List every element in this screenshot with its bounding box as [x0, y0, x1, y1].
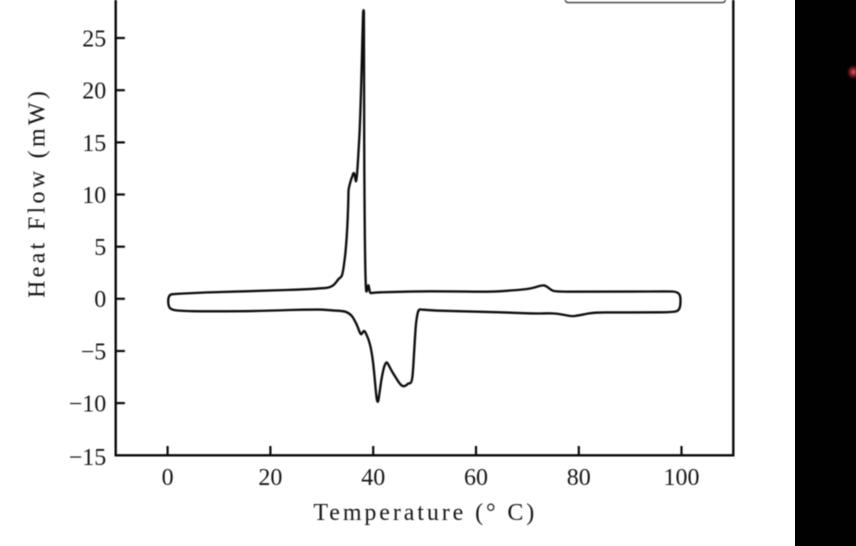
svg-text:Temperature (° C): Temperature (° C)	[313, 500, 537, 526]
svg-text:−15: −15	[69, 445, 107, 471]
svg-text:−10: −10	[69, 392, 107, 418]
svg-text:−5: −5	[81, 339, 107, 365]
svg-text:100: 100	[664, 465, 700, 491]
svg-text:0: 0	[94, 287, 106, 313]
svg-text:40: 40	[361, 465, 385, 491]
svg-text:10: 10	[82, 183, 106, 209]
svg-text:60: 60	[464, 465, 488, 491]
svg-text:25: 25	[82, 26, 106, 52]
svg-text:80: 80	[567, 465, 591, 491]
svg-text:5: 5	[94, 235, 106, 261]
svg-text:Heat Flow (mW): Heat Flow (mW)	[25, 88, 51, 298]
svg-text:20: 20	[82, 79, 106, 105]
svg-text:20: 20	[258, 465, 282, 491]
svg-text:0: 0	[162, 465, 174, 491]
svg-text:15: 15	[82, 131, 106, 157]
